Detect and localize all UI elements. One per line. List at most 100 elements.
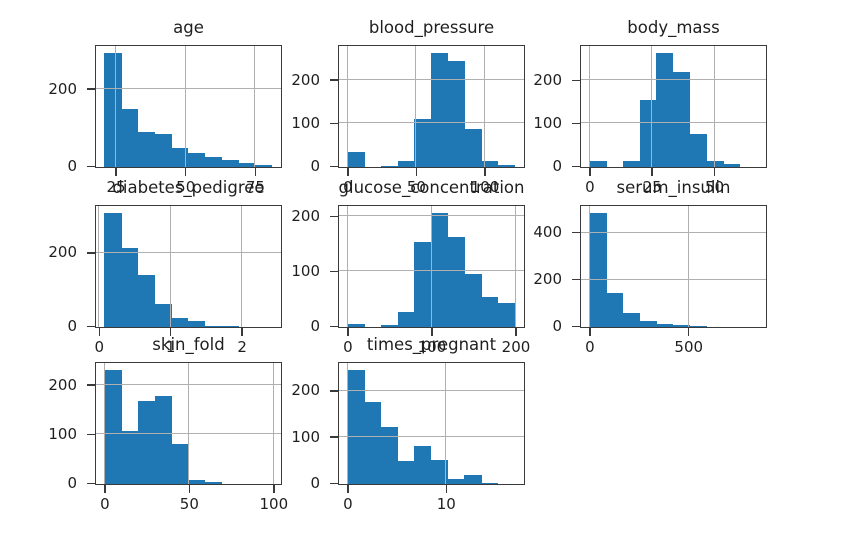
- histogram-bar: [221, 326, 239, 327]
- x-tick-mark: [254, 168, 257, 176]
- y-tick-mark: [330, 79, 338, 81]
- y-gridline: [339, 389, 524, 391]
- histogram-bar: [639, 99, 657, 167]
- x-tick-label: 1: [165, 338, 176, 356]
- x-gridline: [430, 206, 432, 327]
- histogram-bar: [656, 324, 674, 327]
- x-gridline: [346, 206, 348, 327]
- y-tick-mark: [572, 231, 580, 234]
- x-tick-label: 100: [259, 495, 289, 513]
- x-tick-label: 0: [100, 495, 110, 513]
- subplot-title-blood-pressure: blood_pressure: [368, 18, 495, 37]
- x-tick-label: 0: [343, 178, 353, 196]
- y-tick-label: 200: [291, 70, 320, 89]
- histogram-bar: [447, 60, 465, 167]
- x-tick-label: 100: [470, 178, 500, 196]
- y-tick-label: 200: [291, 206, 320, 225]
- x-tick-label: 2: [237, 338, 247, 356]
- axes-glucose-concentration: [338, 205, 525, 328]
- y-tick-mark: [572, 165, 580, 168]
- y-tick-mark: [87, 384, 95, 386]
- x-tick-mark: [347, 328, 349, 336]
- x-tick-mark: [445, 485, 447, 493]
- y-tick-mark: [87, 433, 95, 436]
- x-tick-mark: [484, 168, 486, 176]
- histogram-bar: [347, 151, 365, 167]
- histogram-bar: [171, 443, 189, 484]
- x-gridline: [483, 46, 485, 167]
- histogram-bar: [104, 52, 122, 167]
- x-gridline: [346, 363, 348, 484]
- histogram-bar: [380, 325, 399, 327]
- axes-diabetes-pedigree: [95, 205, 282, 328]
- x-tick-label: 25: [106, 178, 126, 196]
- x-tick-mark: [169, 328, 172, 336]
- x-tick-label: 0: [585, 178, 595, 196]
- y-tick-mark: [330, 122, 338, 125]
- histogram-bar: [622, 313, 641, 327]
- histogram-bar: [464, 274, 482, 327]
- x-gridline: [713, 46, 715, 167]
- y-tick-mark: [572, 325, 580, 328]
- y-tick-label: 200: [291, 381, 320, 400]
- axes-times-pregnant: [338, 362, 525, 485]
- x-tick-label: 500: [674, 338, 704, 356]
- histogram-bar: [497, 303, 516, 327]
- y-tick-label: 0: [310, 474, 320, 492]
- y-gridline: [96, 88, 281, 90]
- histogram-bar: [121, 430, 139, 484]
- x-tick-mark: [188, 485, 191, 493]
- histogram-bar: [204, 325, 222, 327]
- y-tick-mark: [330, 482, 338, 485]
- histogram-bar: [447, 478, 465, 484]
- x-tick-mark: [415, 168, 418, 176]
- x-tick-mark: [431, 328, 433, 336]
- y-tick-mark: [87, 165, 95, 168]
- y-tick-mark: [87, 252, 95, 254]
- y-gridline: [339, 436, 524, 438]
- y-gridline: [581, 79, 766, 81]
- subplot-title-age: age: [173, 18, 204, 37]
- histogram-bar: [171, 317, 189, 327]
- y-gridline: [339, 79, 524, 81]
- histogram-bar: [431, 212, 449, 327]
- y-tick-mark: [330, 436, 338, 438]
- x-gridline: [254, 46, 256, 167]
- y-tick-label: 200: [48, 243, 77, 262]
- histogram-bar: [464, 129, 482, 167]
- x-tick-mark: [241, 328, 243, 336]
- x-tick-label: 0: [94, 338, 105, 356]
- x-tick-mark: [589, 328, 591, 336]
- x-gridline: [687, 206, 689, 327]
- histogram-bar: [622, 160, 641, 167]
- subplot-title-skin-fold: skin_fold: [152, 335, 225, 354]
- y-tick-mark: [87, 88, 95, 90]
- histogram-bar: [188, 152, 206, 167]
- histogram-bar: [464, 475, 482, 484]
- histogram-bar: [121, 108, 139, 167]
- y-tick-label: 100: [291, 427, 320, 446]
- x-tick-mark: [184, 168, 187, 176]
- y-tick-mark: [87, 325, 95, 328]
- y-gridline: [581, 122, 766, 124]
- subplot-title-times-pregnant: times_pregnant: [366, 335, 497, 354]
- y-tick-label: 400: [533, 223, 562, 242]
- x-gridline: [188, 363, 190, 484]
- x-tick-label: 50: [406, 178, 426, 196]
- subplot-title-diabetes-pedigree: diabetes_pedigree: [112, 178, 265, 197]
- x-gridline: [445, 363, 447, 484]
- histogram-bar: [606, 293, 624, 327]
- y-tick-label: 0: [310, 317, 320, 335]
- x-tick-label: 75: [245, 178, 265, 196]
- histogram-bar: [154, 396, 172, 484]
- y-tick-label: 200: [533, 70, 562, 89]
- histogram-bar: [221, 160, 239, 167]
- histogram-bar: [673, 71, 691, 167]
- x-gridline: [651, 46, 653, 167]
- histogram-bar: [188, 480, 206, 484]
- subplot-title-glucose-concentration: glucose_concentration: [338, 178, 525, 197]
- histogram-bar: [137, 275, 156, 327]
- y-tick-mark: [330, 270, 338, 273]
- y-tick-label: 100: [291, 261, 320, 280]
